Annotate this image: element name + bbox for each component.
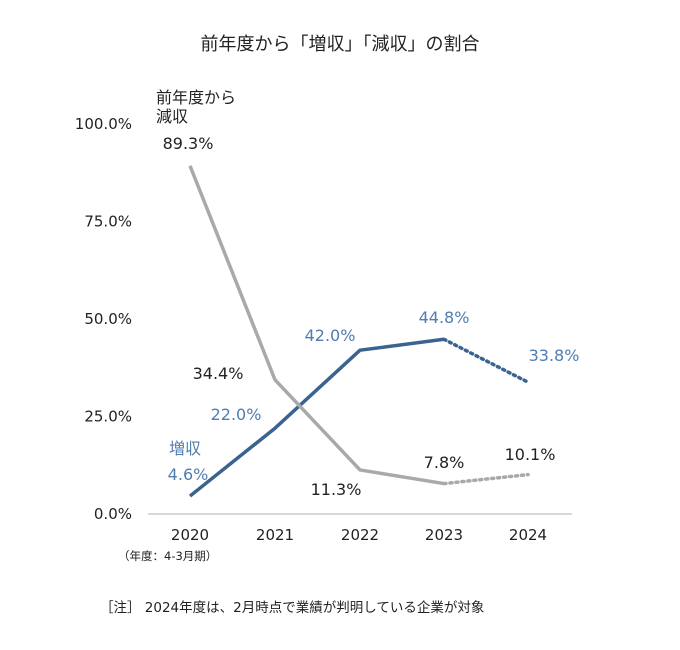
series-line-0-projected bbox=[442, 337, 530, 384]
series-name-increase: 増収 bbox=[169, 439, 201, 458]
series-line-1-solid bbox=[188, 165, 445, 486]
x-tick-label: 2022 bbox=[341, 526, 379, 544]
increase-value-label: 33.8% bbox=[529, 346, 580, 365]
increase-value-label: 42.0% bbox=[305, 326, 356, 345]
increase-value-label: 22.0% bbox=[211, 405, 262, 424]
x-tick-label: 2023 bbox=[425, 526, 463, 544]
increase-value-label: 44.8% bbox=[419, 308, 470, 327]
series-lines bbox=[188, 165, 530, 498]
increase-value-label: 4.6% bbox=[168, 465, 209, 484]
y-tick-label: 25.0% bbox=[84, 408, 132, 426]
y-tick-label: 0.0% bbox=[94, 505, 132, 523]
decrease-value-label: 11.3% bbox=[311, 480, 362, 499]
fiscal-year-note: （年度：4‐3月期） bbox=[118, 549, 217, 563]
series-line-1-projected bbox=[442, 472, 530, 486]
decrease-value-label: 34.4% bbox=[193, 364, 244, 383]
footnote: ［注］ 2024年度は、2月時点で業績が判明している企業が対象 bbox=[100, 599, 484, 616]
chart-title: 前年度から「増収」「減収」の割合 bbox=[201, 34, 480, 55]
decrease-value-label: 10.1% bbox=[505, 445, 556, 464]
series-name-decrease-line1: 前年度から bbox=[156, 88, 236, 107]
y-tick-label: 50.0% bbox=[84, 310, 132, 328]
series-line-0-solid bbox=[188, 337, 445, 498]
x-tick-label: 2021 bbox=[256, 526, 294, 544]
x-axis-tick-labels: 2020 2021 2022 2023 2024 bbox=[171, 526, 547, 544]
y-axis-tick-labels: 100.0% 75.0% 50.0% 25.0% 0.0% bbox=[75, 115, 132, 523]
x-tick-label: 2020 bbox=[171, 526, 209, 544]
series-name-decrease-line2: 減収 bbox=[156, 107, 188, 126]
decrease-value-label: 7.8% bbox=[424, 453, 465, 472]
data-labels: 4.6% 22.0% 42.0% 44.8% 33.8% 89.3% 34.4% 11.3% 7… bbox=[156, 88, 579, 499]
y-tick-label: 75.0% bbox=[84, 213, 132, 231]
decrease-value-label: 89.3% bbox=[163, 134, 214, 153]
y-tick-label: 100.0% bbox=[75, 115, 132, 133]
x-tick-label: 2024 bbox=[509, 526, 547, 544]
